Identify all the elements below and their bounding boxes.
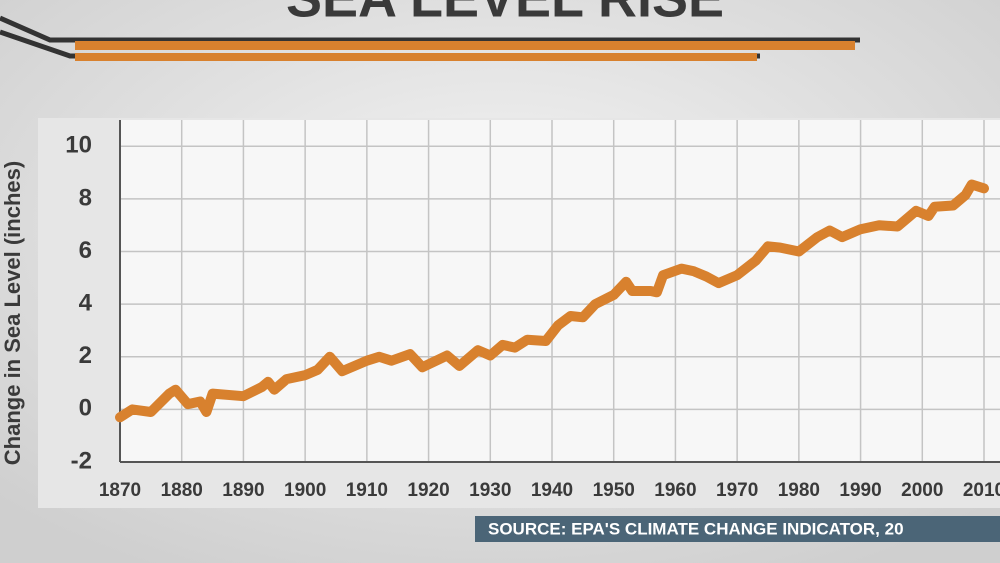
x-tick-label: 1950 <box>593 480 635 501</box>
y-tick-label: 2 <box>79 342 92 369</box>
x-tick-label: 1870 <box>99 480 141 501</box>
x-tick-label: 1920 <box>407 480 449 501</box>
x-tick-label: 1940 <box>531 480 573 501</box>
x-tick-label: 1880 <box>161 480 203 501</box>
x-tick-label: 1930 <box>469 480 511 501</box>
decor-bar <box>75 53 757 61</box>
x-tick-label: 1960 <box>654 480 696 501</box>
y-tick-label: 6 <box>79 237 92 264</box>
x-tick-label: 1910 <box>346 480 388 501</box>
plot-area <box>120 120 1000 462</box>
source: SOURCE: EPA'S CLIMATE CHANGE INDICATOR, … <box>488 519 904 538</box>
y-axis-label: Change in Sea Level (inches) <box>0 161 25 465</box>
y-tick-label: -2 <box>71 447 92 474</box>
y-tick-label: 4 <box>79 289 93 316</box>
y-tick-label: 0 <box>79 395 92 422</box>
y-tick-label: 10 <box>65 132 92 159</box>
x-tick-label: 1990 <box>839 480 881 501</box>
x-tick-label: 1890 <box>222 480 264 501</box>
chart-title: SEA LEVEL RISE <box>286 0 724 28</box>
x-tick-label: 1970 <box>716 480 758 501</box>
data-line <box>115 179 989 423</box>
x-tick-label: 1900 <box>284 480 326 501</box>
y-tick-label: 8 <box>79 184 92 211</box>
x-tick-label: 2000 <box>901 480 943 501</box>
decor-bar <box>75 41 855 50</box>
x-tick-label: 2010 <box>963 480 1000 501</box>
source-banner <box>475 516 1000 542</box>
x-tick-label: 1980 <box>778 480 820 501</box>
